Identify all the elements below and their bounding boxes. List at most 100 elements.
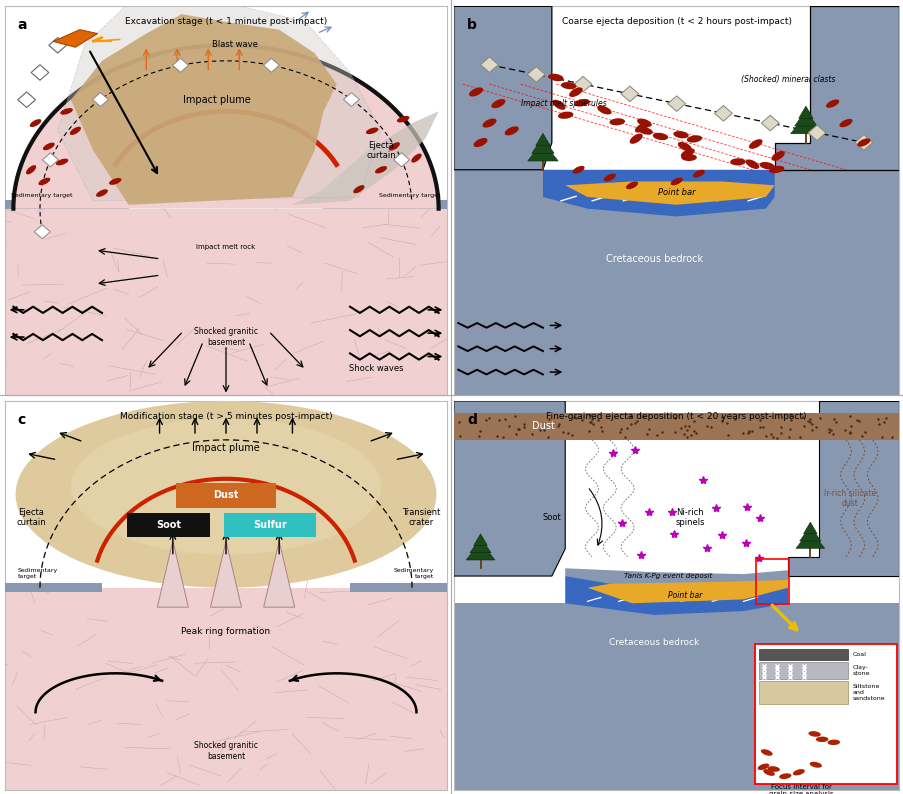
Ellipse shape: [815, 737, 827, 742]
Text: (Shocked) mineral clasts: (Shocked) mineral clasts: [740, 75, 834, 84]
Ellipse shape: [768, 166, 784, 173]
Text: Point bar: Point bar: [657, 188, 694, 197]
Ellipse shape: [572, 166, 584, 174]
Polygon shape: [787, 401, 898, 576]
Text: Modification stage (t > 5 minutes post-impact): Modification stage (t > 5 minutes post-i…: [119, 412, 332, 421]
Text: Sedimentary
target: Sedimentary target: [394, 569, 433, 579]
Ellipse shape: [760, 750, 772, 756]
Text: d: d: [467, 413, 477, 426]
Ellipse shape: [638, 127, 652, 135]
Ellipse shape: [597, 106, 611, 114]
Text: b: b: [467, 18, 477, 32]
Text: Ejecta
curtain: Ejecta curtain: [16, 508, 46, 527]
Ellipse shape: [548, 74, 563, 81]
Ellipse shape: [366, 128, 378, 134]
Text: Sedimentary target: Sedimentary target: [379, 193, 441, 198]
Ellipse shape: [807, 731, 820, 737]
Ellipse shape: [388, 142, 399, 151]
Polygon shape: [263, 58, 279, 72]
Ellipse shape: [109, 178, 121, 185]
FancyBboxPatch shape: [126, 514, 209, 537]
Text: Coarse ejecta deposition (t < 2 hours post-impact): Coarse ejecta deposition (t < 2 hours po…: [561, 17, 791, 26]
Text: Blast wave: Blast wave: [211, 40, 257, 49]
Polygon shape: [42, 152, 59, 167]
Bar: [759, 681, 847, 704]
Polygon shape: [620, 86, 638, 102]
Text: Cretaceous bedrock: Cretaceous bedrock: [605, 254, 703, 264]
Polygon shape: [18, 92, 35, 107]
Polygon shape: [531, 137, 554, 153]
Polygon shape: [71, 14, 336, 205]
Polygon shape: [527, 142, 557, 161]
Polygon shape: [526, 67, 545, 83]
Ellipse shape: [839, 119, 852, 127]
Ellipse shape: [482, 118, 496, 128]
Polygon shape: [564, 569, 787, 584]
Text: Impact plume: Impact plume: [183, 94, 251, 105]
Ellipse shape: [778, 773, 790, 779]
Polygon shape: [453, 401, 564, 576]
Ellipse shape: [730, 158, 745, 165]
Text: Peak ring formation: Peak ring formation: [182, 626, 270, 636]
Ellipse shape: [767, 766, 779, 772]
Ellipse shape: [745, 160, 759, 169]
Polygon shape: [790, 114, 820, 133]
Polygon shape: [760, 115, 778, 131]
Ellipse shape: [626, 182, 638, 189]
Polygon shape: [543, 170, 774, 217]
Polygon shape: [293, 111, 438, 205]
Ellipse shape: [561, 82, 576, 89]
Text: Shock waves: Shock waves: [349, 364, 403, 373]
Ellipse shape: [759, 162, 774, 169]
Polygon shape: [854, 135, 871, 150]
Polygon shape: [34, 225, 51, 239]
Polygon shape: [53, 29, 98, 47]
Text: Fine-grained ejecta deposition (t < 20 years post-impact): Fine-grained ejecta deposition (t < 20 y…: [545, 412, 806, 421]
Polygon shape: [667, 96, 684, 111]
FancyBboxPatch shape: [754, 644, 897, 784]
Text: Transient
crater: Transient crater: [401, 508, 440, 527]
Polygon shape: [794, 110, 816, 126]
Ellipse shape: [757, 764, 768, 770]
Ellipse shape: [30, 119, 42, 127]
Text: c: c: [18, 413, 26, 426]
Polygon shape: [573, 76, 591, 92]
Ellipse shape: [680, 148, 694, 158]
Text: Ni-rich
spinels: Ni-rich spinels: [675, 508, 704, 527]
Polygon shape: [795, 530, 824, 549]
Polygon shape: [713, 106, 731, 121]
Text: Impact plume: Impact plume: [192, 443, 259, 453]
Ellipse shape: [61, 108, 73, 114]
Ellipse shape: [609, 118, 624, 125]
Polygon shape: [807, 125, 825, 141]
Polygon shape: [799, 526, 820, 541]
Ellipse shape: [26, 165, 36, 175]
Ellipse shape: [792, 769, 804, 776]
Text: Sedimentary
target: Sedimentary target: [18, 569, 58, 579]
Bar: [453, 413, 898, 440]
Ellipse shape: [770, 151, 784, 160]
Ellipse shape: [629, 133, 642, 144]
Text: Sulfur: Sulfur: [253, 520, 287, 530]
Ellipse shape: [652, 133, 667, 140]
Ellipse shape: [749, 139, 762, 148]
Ellipse shape: [39, 178, 51, 185]
Ellipse shape: [677, 142, 691, 151]
Ellipse shape: [826, 739, 839, 745]
Ellipse shape: [670, 178, 682, 185]
Ellipse shape: [856, 138, 870, 147]
Ellipse shape: [557, 112, 573, 119]
Polygon shape: [393, 152, 409, 167]
Ellipse shape: [603, 174, 615, 181]
Polygon shape: [587, 576, 787, 603]
Polygon shape: [774, 6, 898, 170]
Ellipse shape: [56, 159, 69, 165]
Bar: [453, 170, 898, 395]
Ellipse shape: [96, 189, 107, 197]
Text: Shocked granitic
basement: Shocked granitic basement: [194, 742, 257, 761]
Text: Tanis K-Pg event deposit: Tanis K-Pg event deposit: [623, 573, 712, 579]
Text: Sedimentary target: Sedimentary target: [11, 193, 72, 198]
Polygon shape: [803, 522, 816, 534]
Text: Cretaceous bedrock: Cretaceous bedrock: [609, 638, 699, 646]
Ellipse shape: [762, 769, 774, 776]
